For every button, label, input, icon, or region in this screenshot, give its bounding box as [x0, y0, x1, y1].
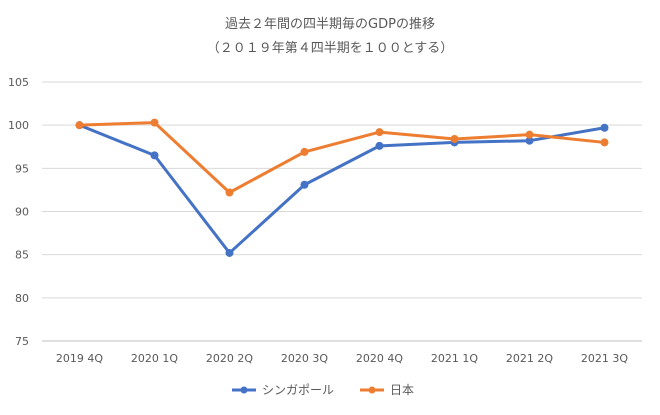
- series-line-0: [78, 123, 606, 255]
- x-axis: 2019 4Q 2020 1Q 2020 2Q 2020 3Q 2020 4Q 2021 …: [56, 352, 628, 365]
- data-point: [600, 138, 609, 147]
- data-point: [225, 248, 234, 257]
- legend-marker-0: [240, 386, 248, 394]
- x-tick-label: 2020 4Q: [356, 352, 403, 365]
- data-point: [150, 118, 159, 127]
- data-point: [450, 134, 459, 143]
- y-tick-label: 90: [15, 206, 29, 219]
- data-point: [300, 180, 309, 189]
- legend-label-0: シンガポール: [262, 383, 334, 397]
- data-point: [300, 147, 309, 156]
- y-axis: 75 80 85 90 95 100 105: [8, 76, 29, 348]
- data-point: [525, 130, 534, 139]
- data-point: [150, 151, 159, 160]
- x-tick-label: 2020 3Q: [281, 352, 328, 365]
- data-point: [75, 121, 84, 130]
- x-tick-label: 2021 3Q: [581, 352, 628, 365]
- series-line-1: [78, 121, 606, 195]
- gridlines: [42, 81, 642, 342]
- legend: シンガポール 日本: [232, 383, 414, 397]
- y-tick-label: 80: [15, 292, 29, 305]
- y-tick-label: 95: [15, 162, 29, 175]
- y-tick-label: 100: [8, 119, 29, 132]
- y-tick-label: 75: [15, 335, 29, 348]
- legend-label-1: 日本: [390, 383, 414, 397]
- chart-subtitle: （２０１９年第４四半期を１００とする）: [207, 41, 454, 56]
- legend-marker-1: [368, 386, 376, 394]
- series-group: [75, 118, 609, 257]
- y-tick-label: 85: [15, 249, 29, 262]
- data-point: [600, 123, 609, 132]
- x-tick-label: 2021 1Q: [431, 352, 478, 365]
- data-point: [375, 141, 384, 150]
- chart-title: 過去２年間の四半期毎のGDPの推移: [225, 16, 435, 32]
- x-tick-label: 2020 2Q: [206, 352, 253, 365]
- x-tick-label: 2021 2Q: [506, 352, 553, 365]
- data-point: [225, 188, 234, 197]
- x-tick-label: 2020 1Q: [131, 352, 178, 365]
- data-point: [375, 128, 384, 137]
- x-tick-label: 2019 4Q: [56, 352, 103, 365]
- y-tick-label: 105: [8, 76, 29, 89]
